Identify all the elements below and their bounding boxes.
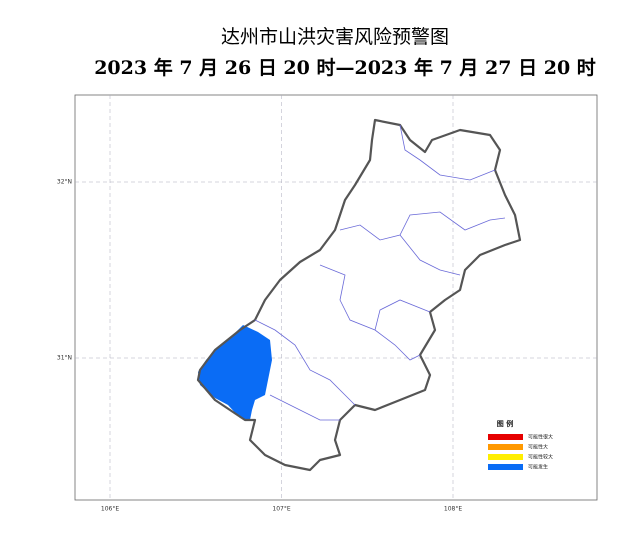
legend-swatch <box>488 464 523 470</box>
lon-label: 108°E <box>444 506 462 513</box>
lon-label: 107°E <box>272 506 290 513</box>
lat-label: 32°N <box>57 179 72 186</box>
legend-swatch <box>488 444 523 450</box>
map-frame <box>74 94 598 501</box>
legend-swatch <box>488 434 523 440</box>
legend-label: 可能性很大 <box>528 434 553 441</box>
legend-label: 可能性较大 <box>528 454 553 461</box>
map-subtitle: 2023 年 7 月 26 日 20 时—2023 年 7 月 27 日 20 … <box>94 56 596 79</box>
lat-label: 31°N <box>57 355 72 362</box>
county-boundaries <box>254 124 506 421</box>
legend-swatch <box>488 454 523 460</box>
legend-label: 可能性大 <box>528 444 548 451</box>
warning-area <box>198 325 272 420</box>
region-outline <box>196 118 522 472</box>
graticule: 106°E 107°E 108°E 32°N 31°N <box>57 95 597 513</box>
map-title: 达州市山洪灾害风险预警图 <box>221 26 449 48</box>
legend-label: 可能发生 <box>528 464 548 471</box>
legend-title: 图 例 <box>497 419 513 428</box>
lon-label: 106°E <box>101 506 119 513</box>
